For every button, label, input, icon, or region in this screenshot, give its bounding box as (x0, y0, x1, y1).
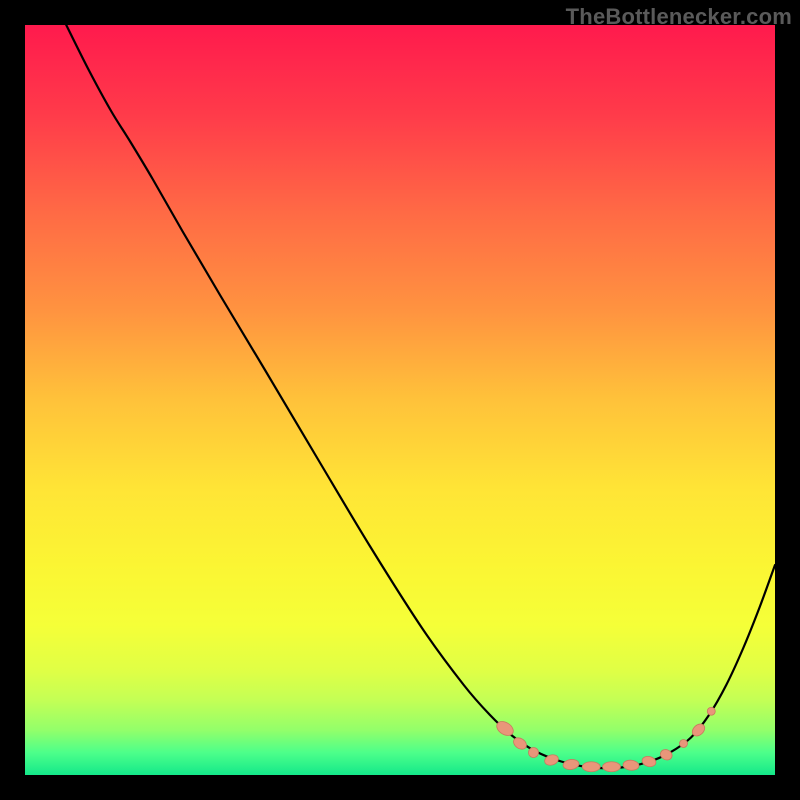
curve-marker (603, 762, 621, 772)
watermark-text: TheBottlenecker.com (566, 4, 792, 30)
curve-marker (529, 748, 539, 758)
chart-frame: TheBottlenecker.com (0, 0, 800, 800)
curve-marker (582, 762, 600, 772)
gradient-background (25, 25, 775, 775)
curve-marker (707, 707, 715, 715)
plot-area (25, 25, 775, 775)
curve-marker (680, 740, 688, 748)
bottleneck-chart-svg (25, 25, 775, 775)
